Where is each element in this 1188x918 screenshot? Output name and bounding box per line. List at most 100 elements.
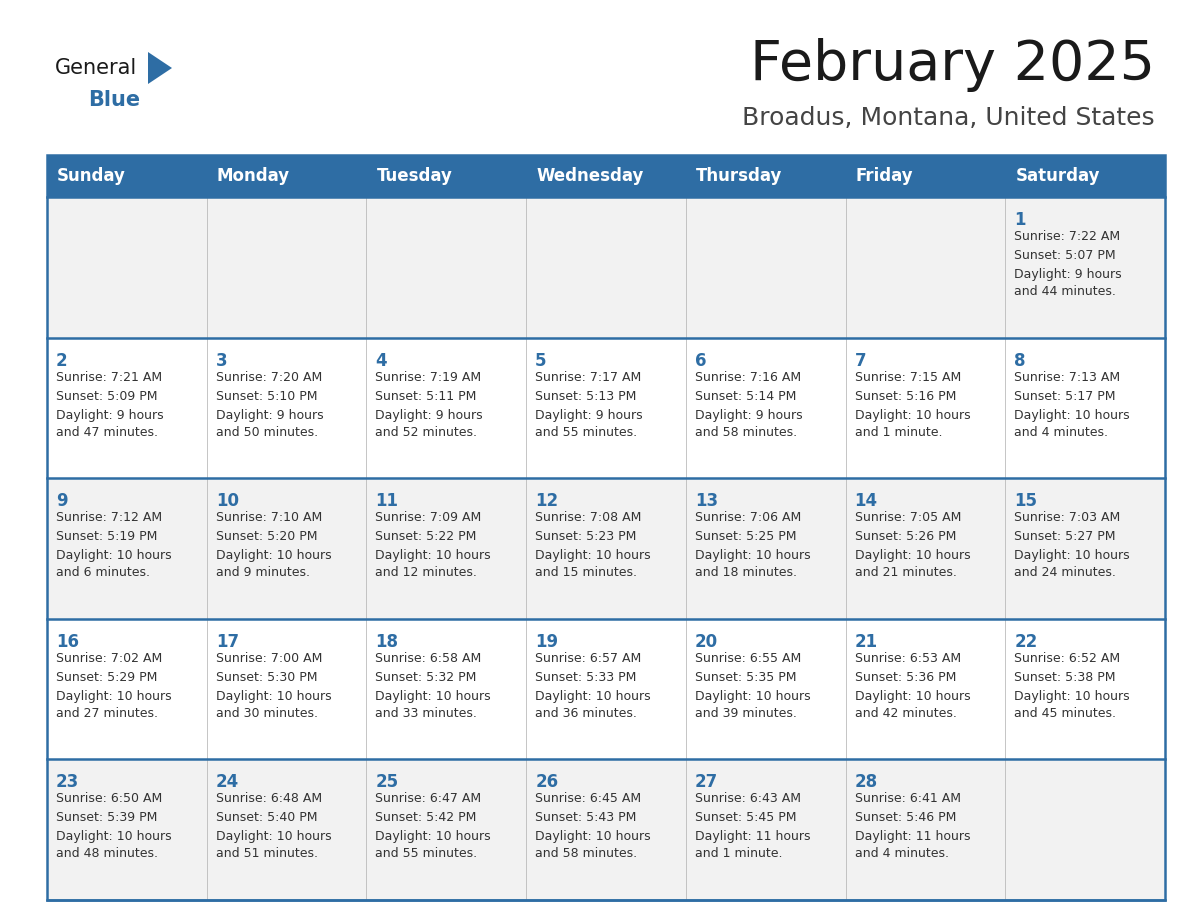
Text: Monday: Monday (216, 167, 290, 185)
Text: 2: 2 (56, 352, 68, 370)
Text: 5: 5 (535, 352, 546, 370)
Text: 1: 1 (1015, 211, 1025, 229)
Text: Sunset: 5:17 PM: Sunset: 5:17 PM (1015, 389, 1116, 403)
Text: 13: 13 (695, 492, 718, 510)
Text: 24: 24 (216, 773, 239, 791)
Text: Sunset: 5:19 PM: Sunset: 5:19 PM (56, 531, 157, 543)
Text: 18: 18 (375, 633, 398, 651)
Text: Sunset: 5:26 PM: Sunset: 5:26 PM (854, 531, 956, 543)
Bar (48, 338, 1165, 478)
Text: Sunrise: 6:48 AM: Sunrise: 6:48 AM (216, 792, 322, 805)
Bar (48, 478, 1165, 619)
Text: Sunset: 5:46 PM: Sunset: 5:46 PM (854, 812, 956, 824)
Text: 22: 22 (1015, 633, 1037, 651)
Text: Sunrise: 7:17 AM: Sunrise: 7:17 AM (535, 371, 642, 384)
Bar (48, 155, 1165, 900)
Text: Sunrise: 7:02 AM: Sunrise: 7:02 AM (56, 652, 163, 665)
Text: Daylight: 10 hours
and 6 minutes.: Daylight: 10 hours and 6 minutes. (56, 549, 171, 579)
Text: 10: 10 (216, 492, 239, 510)
Text: Daylight: 10 hours
and 42 minutes.: Daylight: 10 hours and 42 minutes. (854, 689, 971, 720)
Text: Sunrise: 7:22 AM: Sunrise: 7:22 AM (1015, 230, 1120, 243)
Text: Friday: Friday (855, 167, 914, 185)
Text: 20: 20 (695, 633, 718, 651)
Bar (48, 619, 1165, 759)
Text: Sunrise: 7:21 AM: Sunrise: 7:21 AM (56, 371, 162, 384)
Text: Daylight: 10 hours
and 51 minutes.: Daylight: 10 hours and 51 minutes. (216, 831, 331, 860)
Text: Daylight: 10 hours
and 48 minutes.: Daylight: 10 hours and 48 minutes. (56, 831, 171, 860)
Text: 21: 21 (854, 633, 878, 651)
Text: 7: 7 (854, 352, 866, 370)
Text: 28: 28 (854, 773, 878, 791)
Text: Daylight: 10 hours
and 15 minutes.: Daylight: 10 hours and 15 minutes. (535, 549, 651, 579)
Text: Thursday: Thursday (696, 167, 782, 185)
Text: Sunrise: 7:05 AM: Sunrise: 7:05 AM (854, 511, 961, 524)
Text: Sunrise: 7:10 AM: Sunrise: 7:10 AM (216, 511, 322, 524)
Text: Sunrise: 6:57 AM: Sunrise: 6:57 AM (535, 652, 642, 665)
Text: Sunrise: 6:41 AM: Sunrise: 6:41 AM (854, 792, 961, 805)
Text: Sunrise: 7:15 AM: Sunrise: 7:15 AM (854, 371, 961, 384)
Text: 6: 6 (695, 352, 707, 370)
Text: Sunset: 5:13 PM: Sunset: 5:13 PM (535, 389, 637, 403)
Text: Sunset: 5:42 PM: Sunset: 5:42 PM (375, 812, 476, 824)
Bar (48, 197, 1165, 338)
Text: Broadus, Montana, United States: Broadus, Montana, United States (742, 106, 1155, 130)
Text: Daylight: 10 hours
and 45 minutes.: Daylight: 10 hours and 45 minutes. (1015, 689, 1130, 720)
Text: 26: 26 (535, 773, 558, 791)
Text: 9: 9 (56, 492, 68, 510)
Text: 16: 16 (56, 633, 78, 651)
Text: Sunrise: 6:50 AM: Sunrise: 6:50 AM (56, 792, 163, 805)
Text: Sunrise: 6:47 AM: Sunrise: 6:47 AM (375, 792, 481, 805)
Text: Sunset: 5:16 PM: Sunset: 5:16 PM (854, 389, 956, 403)
Text: Daylight: 9 hours
and 52 minutes.: Daylight: 9 hours and 52 minutes. (375, 409, 484, 439)
Text: Sunset: 5:09 PM: Sunset: 5:09 PM (56, 389, 158, 403)
Text: Sunrise: 7:20 AM: Sunrise: 7:20 AM (216, 371, 322, 384)
Text: Daylight: 11 hours
and 4 minutes.: Daylight: 11 hours and 4 minutes. (854, 831, 971, 860)
Text: 11: 11 (375, 492, 398, 510)
Text: 19: 19 (535, 633, 558, 651)
Text: Sunrise: 6:52 AM: Sunrise: 6:52 AM (1015, 652, 1120, 665)
Text: 23: 23 (56, 773, 80, 791)
Text: Sunrise: 7:00 AM: Sunrise: 7:00 AM (216, 652, 322, 665)
Text: Daylight: 10 hours
and 4 minutes.: Daylight: 10 hours and 4 minutes. (1015, 409, 1130, 439)
Text: Sunrise: 6:55 AM: Sunrise: 6:55 AM (695, 652, 801, 665)
Text: Sunset: 5:25 PM: Sunset: 5:25 PM (695, 531, 796, 543)
Text: 8: 8 (1015, 352, 1025, 370)
Text: Sunset: 5:11 PM: Sunset: 5:11 PM (375, 389, 476, 403)
Text: Sunset: 5:29 PM: Sunset: 5:29 PM (56, 671, 157, 684)
Text: Saturday: Saturday (1016, 167, 1100, 185)
Text: Sunset: 5:45 PM: Sunset: 5:45 PM (695, 812, 796, 824)
Polygon shape (148, 52, 172, 84)
Text: 4: 4 (375, 352, 387, 370)
Text: Daylight: 9 hours
and 44 minutes.: Daylight: 9 hours and 44 minutes. (1015, 268, 1121, 298)
Text: Sunrise: 6:58 AM: Sunrise: 6:58 AM (375, 652, 481, 665)
Text: Daylight: 10 hours
and 58 minutes.: Daylight: 10 hours and 58 minutes. (535, 831, 651, 860)
Text: Daylight: 10 hours
and 24 minutes.: Daylight: 10 hours and 24 minutes. (1015, 549, 1130, 579)
Text: Sunset: 5:38 PM: Sunset: 5:38 PM (1015, 671, 1116, 684)
Text: Daylight: 10 hours
and 12 minutes.: Daylight: 10 hours and 12 minutes. (375, 549, 491, 579)
Text: Daylight: 10 hours
and 1 minute.: Daylight: 10 hours and 1 minute. (854, 409, 971, 439)
Text: 15: 15 (1015, 492, 1037, 510)
Text: 25: 25 (375, 773, 398, 791)
Text: 3: 3 (216, 352, 227, 370)
Text: Daylight: 10 hours
and 36 minutes.: Daylight: 10 hours and 36 minutes. (535, 689, 651, 720)
Text: Sunset: 5:22 PM: Sunset: 5:22 PM (375, 531, 476, 543)
Text: Blue: Blue (88, 90, 140, 110)
Text: Sunrise: 6:53 AM: Sunrise: 6:53 AM (854, 652, 961, 665)
Text: Daylight: 10 hours
and 9 minutes.: Daylight: 10 hours and 9 minutes. (216, 549, 331, 579)
Text: Sunrise: 7:16 AM: Sunrise: 7:16 AM (695, 371, 801, 384)
Text: 17: 17 (216, 633, 239, 651)
Text: Daylight: 9 hours
and 50 minutes.: Daylight: 9 hours and 50 minutes. (216, 409, 323, 439)
Text: Daylight: 11 hours
and 1 minute.: Daylight: 11 hours and 1 minute. (695, 831, 810, 860)
Text: Sunset: 5:20 PM: Sunset: 5:20 PM (216, 531, 317, 543)
Text: Sunday: Sunday (57, 167, 126, 185)
Bar (48, 759, 1165, 900)
Text: Sunset: 5:10 PM: Sunset: 5:10 PM (216, 389, 317, 403)
Text: Sunset: 5:36 PM: Sunset: 5:36 PM (854, 671, 956, 684)
Text: Daylight: 10 hours
and 33 minutes.: Daylight: 10 hours and 33 minutes. (375, 689, 491, 720)
Text: Daylight: 10 hours
and 27 minutes.: Daylight: 10 hours and 27 minutes. (56, 689, 171, 720)
Text: Tuesday: Tuesday (377, 167, 453, 185)
Text: February 2025: February 2025 (750, 38, 1155, 92)
Text: Sunrise: 7:08 AM: Sunrise: 7:08 AM (535, 511, 642, 524)
Text: Sunrise: 7:12 AM: Sunrise: 7:12 AM (56, 511, 162, 524)
Text: Sunset: 5:40 PM: Sunset: 5:40 PM (216, 812, 317, 824)
